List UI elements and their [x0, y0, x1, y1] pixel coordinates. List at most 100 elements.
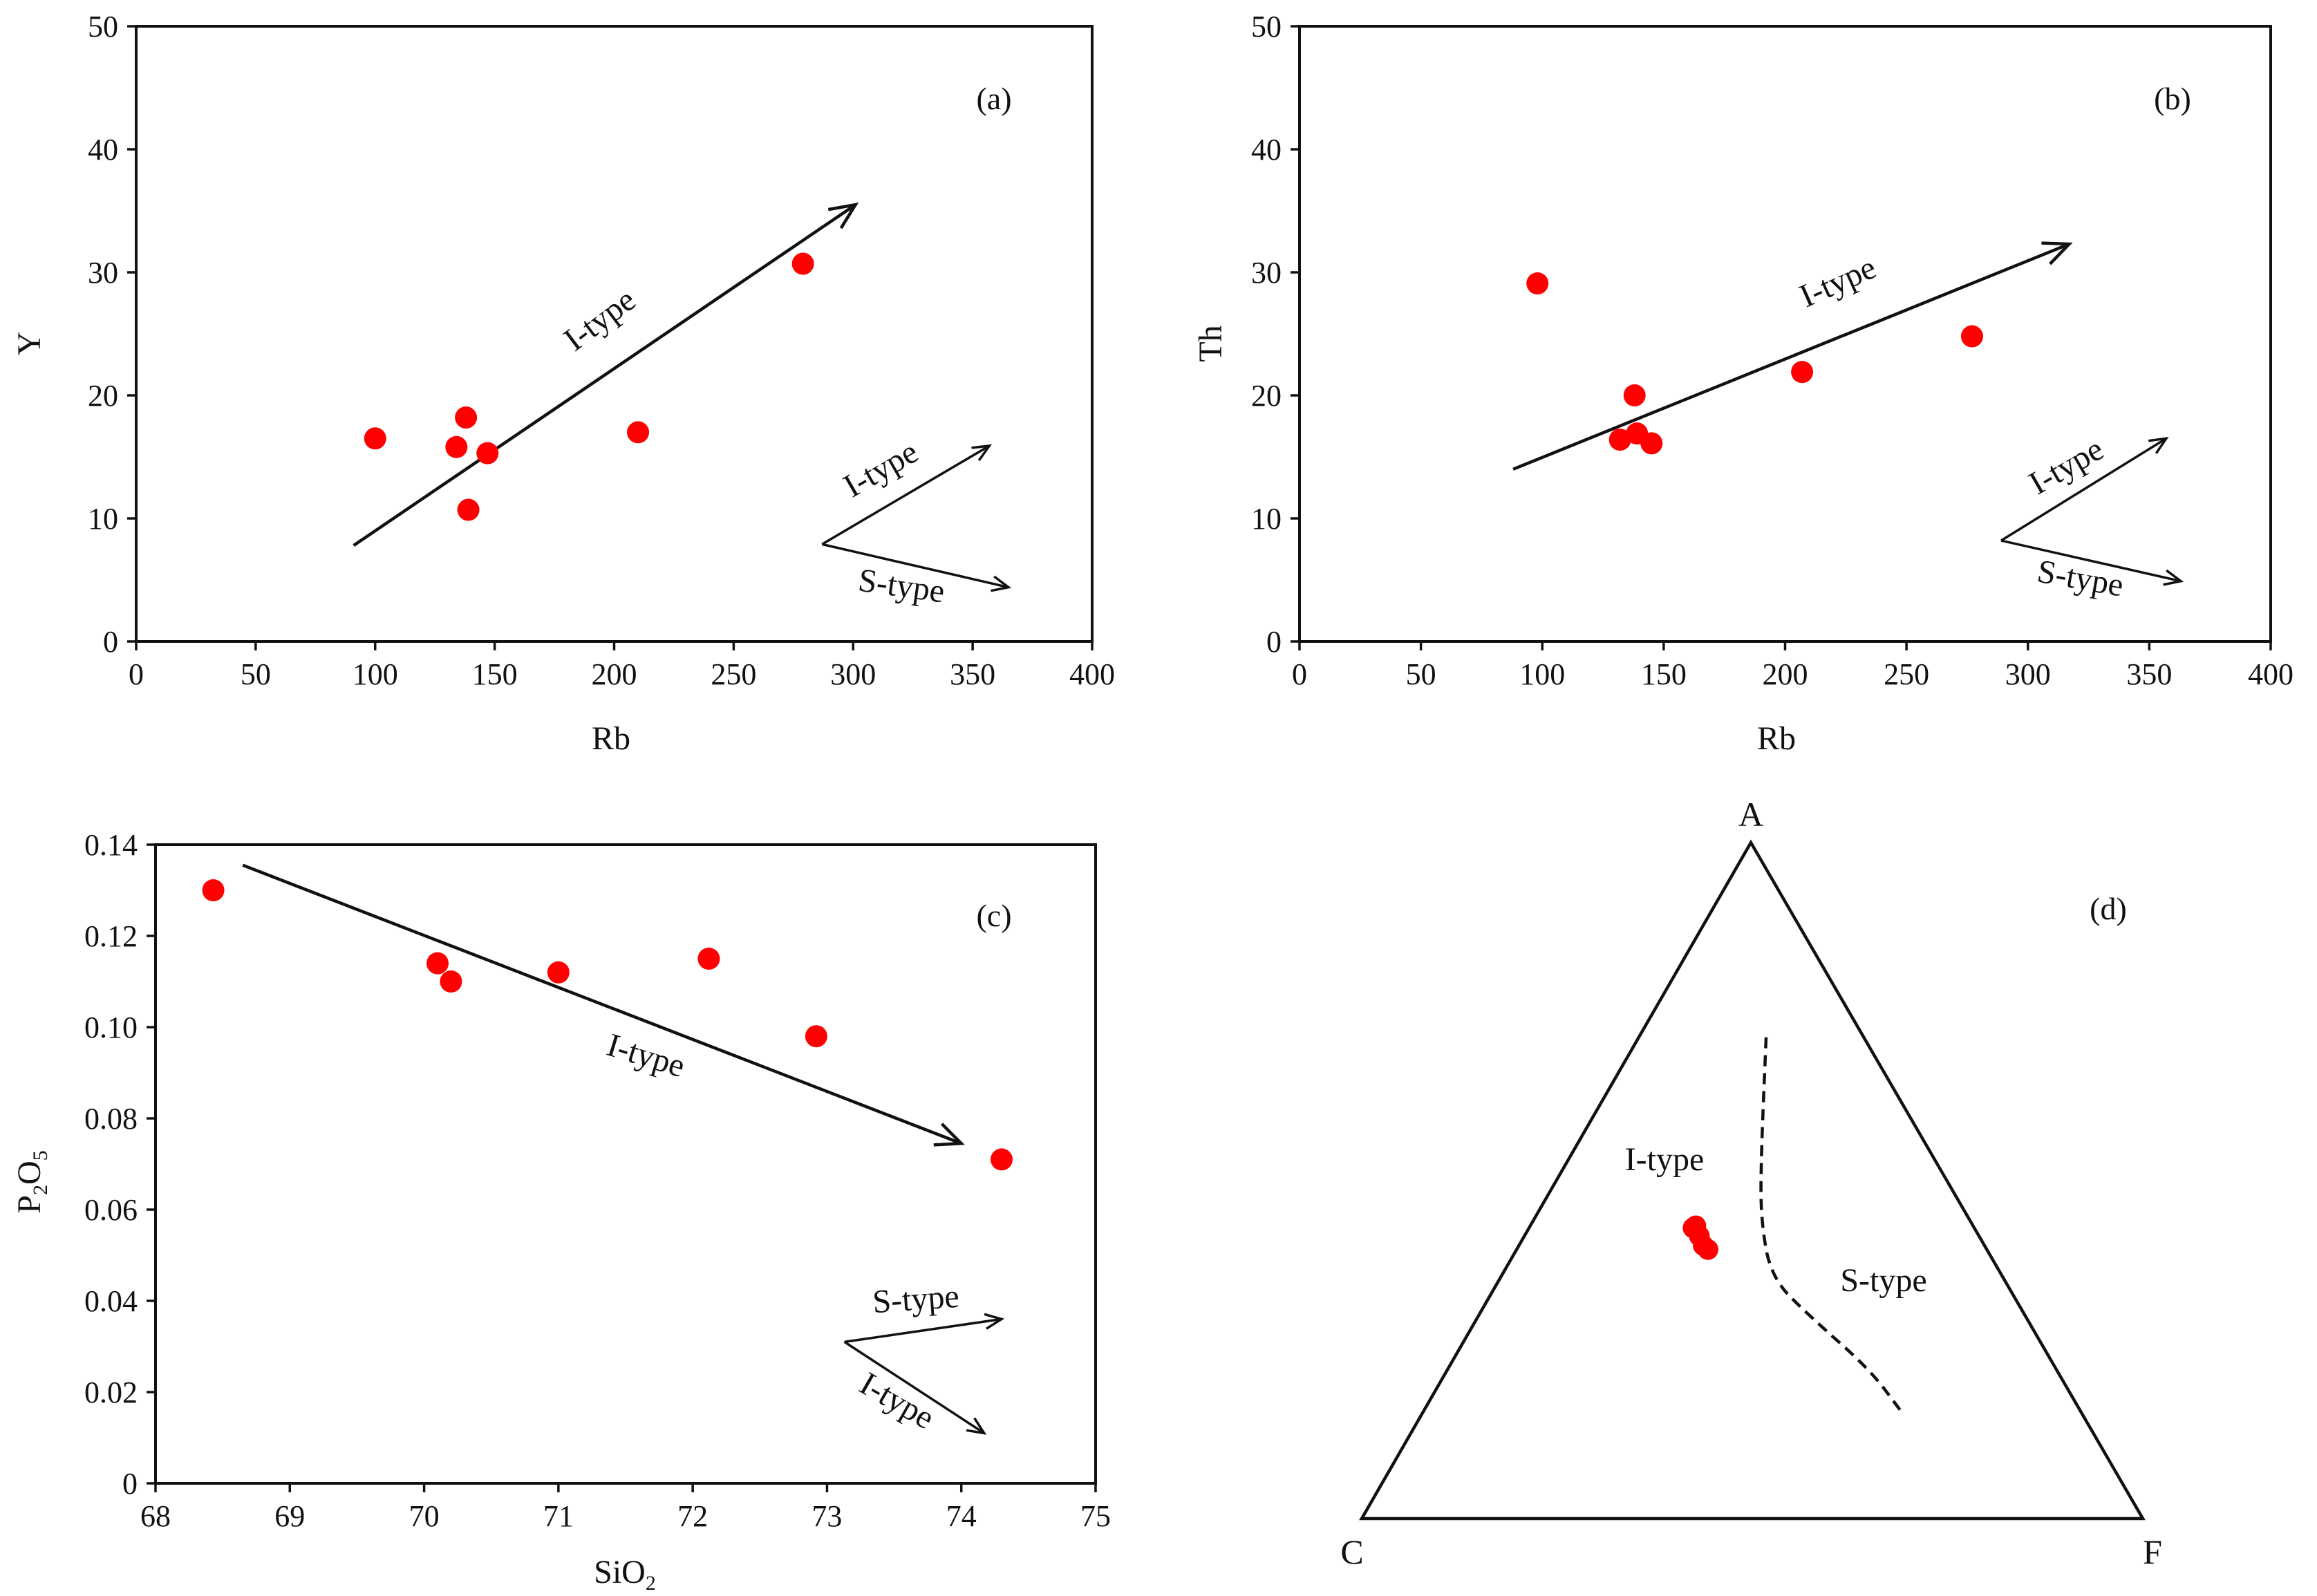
panel-a-data-point — [627, 421, 650, 444]
panel-b-y-tick-label: 20 — [1251, 379, 1282, 413]
panel-d-ternary-triangle — [1359, 839, 2146, 1521]
panel-a-trend-label: I-type — [557, 281, 642, 358]
panel-b-x-tick-label: 350 — [2126, 657, 2172, 691]
panel-d-i-s-boundary-dashed — [1759, 1037, 1902, 1411]
panel-c-data-point — [991, 1148, 1013, 1171]
panel-c-x-tick-label: 69 — [274, 1499, 305, 1533]
panel-c-trend-arrow — [242, 863, 965, 1147]
panel-c-plot-frame — [154, 843, 1097, 1485]
panel-a-x-axis-title: Rb — [592, 720, 630, 757]
panel-a-data-point — [364, 427, 386, 450]
panel-b-key-arrow-s-type — [2000, 539, 2184, 586]
panel-a-label: (a) — [976, 81, 1011, 116]
panel-c-sio2-vs-p2o5: 68 69 70 71 72 73 74 75 0 0.02 0.04 0.06 0.08 0.10 0.1… — [11, 828, 1111, 1595]
panel-a-key-arrow-i-type — [821, 444, 993, 545]
panel-a-data-point — [791, 252, 814, 275]
panel-b-data-point — [1623, 384, 1646, 406]
panel-d-acf-ternary: (d) A C F I-type S-type — [1340, 795, 2162, 1571]
panel-b-x-tick-label: 400 — [2248, 657, 2293, 691]
panel-c-data-point — [547, 961, 570, 984]
panel-b-data-point — [1526, 272, 1549, 295]
panel-a-x-tick-label: 350 — [950, 657, 995, 691]
panel-b-data-point — [1608, 429, 1631, 451]
panel-b-plot-frame — [1298, 25, 2272, 643]
panel-a-x-tick-label: 200 — [592, 657, 637, 691]
panel-b-y-tick-label: 0 — [1266, 625, 1282, 659]
panel-a-plot-frame — [135, 25, 1094, 643]
panel-c-x-tick-label: 70 — [409, 1499, 440, 1533]
panel-b-x-axis-title: Rb — [1757, 720, 1796, 757]
panel-b-trend-label: I-type — [1794, 249, 1882, 314]
panel-c-y-tick-label: 0 — [122, 1467, 138, 1501]
panel-c-key-arrow-i-type — [843, 1340, 987, 1435]
panel-a-x-tick-label: 0 — [129, 657, 144, 691]
panel-b-y-axis-title: Th — [1192, 325, 1229, 362]
panel-b-x-tick-label: 300 — [2005, 657, 2051, 691]
panel-c-x-tick-label: 68 — [140, 1499, 171, 1533]
panel-d-label: (d) — [2090, 891, 2127, 926]
panel-c-label: (c) — [976, 898, 1011, 933]
panel-b-x-tick-label: 50 — [1406, 657, 1436, 691]
panel-b-data-point — [1640, 432, 1663, 455]
panel-a-y-tick-label: 0 — [103, 625, 118, 659]
panel-b-label: (b) — [2154, 81, 2191, 116]
panel-a-key-arrow-s-type — [821, 543, 1012, 592]
panel-b-data-point — [1791, 361, 1814, 384]
panel-a-data-point — [457, 498, 480, 521]
panel-c-y-axis-title: P2O5 — [11, 1150, 52, 1213]
panel-a-key-i-type-label: I-type — [837, 433, 924, 505]
panel-b-x-tick-label: 0 — [1292, 657, 1307, 691]
panel-a-x-tick-label: 300 — [830, 657, 876, 691]
panel-d-i-type-field-label: I-type — [1625, 1141, 1705, 1178]
panel-b-key-i-type-label: I-type — [2023, 431, 2110, 502]
panel-c-data-point — [440, 970, 462, 993]
panel-b-y-tick-label: 30 — [1251, 256, 1282, 290]
panel-d-data-point — [1697, 1239, 1718, 1260]
panel-a-data-point — [445, 435, 468, 458]
panel-b-data-point — [1960, 325, 1983, 348]
panel-a-y-tick-label: 40 — [88, 133, 118, 167]
panel-c-data-point — [426, 952, 449, 975]
panel-c-y-tick-label: 0.14 — [84, 828, 138, 862]
panel-a-data-point — [455, 406, 478, 429]
panel-b-y-tick-label: 40 — [1251, 133, 1282, 167]
panel-c-y-tick-label: 0.10 — [84, 1011, 138, 1044]
panel-c-trend-label: I-type — [603, 1026, 689, 1085]
panel-c-x-tick-label: 73 — [812, 1499, 842, 1533]
panel-c-key-arrow-s-type — [844, 1313, 1005, 1344]
panel-c-data-point — [805, 1025, 827, 1048]
panel-b-y-tick-label: 10 — [1251, 502, 1282, 536]
panel-d-vertex-f-label: F — [2143, 1532, 2162, 1571]
panel-a-y-tick-label: 10 — [88, 502, 118, 536]
panel-a-y-tick-label: 20 — [88, 379, 118, 413]
panel-b-trend-arrow — [1512, 241, 2073, 471]
panel-a-x-tick-label: 100 — [353, 657, 398, 691]
panel-c-x-tick-label: 75 — [1080, 1499, 1111, 1533]
panel-c-y-tick-label: 0.08 — [84, 1102, 138, 1136]
panel-d-vertex-c-label: C — [1340, 1532, 1363, 1571]
panel-a-y-tick-label: 30 — [88, 256, 118, 290]
panel-c-x-tick-label: 74 — [946, 1499, 977, 1533]
panel-b-x-tick-label: 150 — [1641, 657, 1687, 691]
panel-c-y-tick-label: 0.06 — [84, 1193, 138, 1227]
panel-a-x-tick-label: 250 — [711, 657, 756, 691]
panel-a-x-tick-label: 400 — [1069, 657, 1115, 691]
panel-c-y-tick-label: 0.04 — [84, 1284, 138, 1318]
panel-c-data-point — [202, 879, 225, 901]
panel-a-x-tick-label: 150 — [472, 657, 518, 691]
panel-c-x-axis-title: SiO2 — [594, 1554, 656, 1595]
panel-b-x-tick-label: 200 — [1763, 657, 1808, 691]
panel-a-trend-arrow — [353, 203, 859, 547]
panel-c-key-s-type-label: S-type — [872, 1278, 961, 1321]
panel-c-y-tick-label: 0.12 — [84, 919, 138, 953]
panel-b-x-tick-label: 100 — [1519, 657, 1565, 691]
panel-c-data-point — [697, 948, 720, 970]
panel-a-data-point — [476, 442, 499, 464]
panel-b-x-tick-label: 250 — [1884, 657, 1929, 691]
panel-a-y-axis-title: Y — [11, 332, 48, 356]
panel-b-key-s-type-label: S-type — [2034, 553, 2126, 604]
panel-b-key-arrow-i-type — [2000, 437, 2169, 542]
